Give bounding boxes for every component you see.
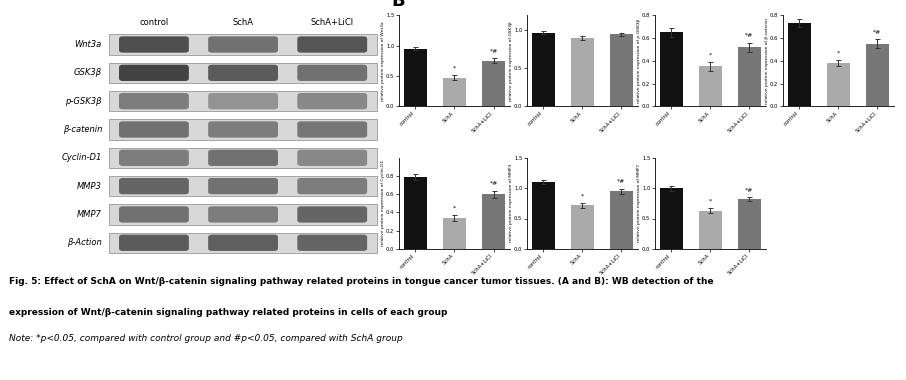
- FancyBboxPatch shape: [297, 178, 367, 194]
- FancyBboxPatch shape: [119, 65, 188, 81]
- Bar: [443, 218, 467, 249]
- FancyBboxPatch shape: [110, 34, 377, 55]
- FancyBboxPatch shape: [110, 147, 377, 168]
- Bar: [826, 63, 850, 106]
- Bar: [571, 38, 594, 106]
- Text: β-catenin: β-catenin: [63, 125, 101, 134]
- FancyBboxPatch shape: [208, 178, 278, 194]
- Text: β-Action: β-Action: [67, 238, 101, 247]
- Text: SchA+LiCl: SchA+LiCl: [311, 18, 353, 27]
- FancyBboxPatch shape: [297, 65, 367, 81]
- Text: expression of Wnt/β-catenin signaling pathway related proteins in cells of each : expression of Wnt/β-catenin signaling pa…: [9, 308, 448, 317]
- Bar: [866, 44, 889, 106]
- FancyBboxPatch shape: [119, 234, 188, 251]
- Text: *: *: [453, 205, 456, 210]
- Bar: [699, 211, 722, 249]
- FancyBboxPatch shape: [297, 93, 367, 109]
- Text: SchA: SchA: [233, 18, 254, 27]
- Bar: [787, 23, 811, 106]
- FancyBboxPatch shape: [110, 233, 377, 253]
- Text: *: *: [708, 199, 712, 204]
- FancyBboxPatch shape: [297, 36, 367, 53]
- Y-axis label: relative protein expression of β-catenin: relative protein expression of β-catenin: [765, 18, 768, 104]
- Bar: [482, 194, 506, 249]
- Text: Note: *p<0.05, compared with control group and #p<0.05, compared with SchA group: Note: *p<0.05, compared with control gro…: [9, 334, 403, 344]
- Text: *#: *#: [746, 188, 754, 193]
- Text: *: *: [453, 66, 456, 71]
- Bar: [660, 188, 683, 249]
- Text: *#: *#: [489, 181, 497, 186]
- Text: *#: *#: [873, 30, 882, 35]
- FancyBboxPatch shape: [297, 206, 367, 223]
- Bar: [610, 191, 633, 249]
- FancyBboxPatch shape: [208, 65, 278, 81]
- Y-axis label: relative protein expression of MMP7: relative protein expression of MMP7: [637, 164, 641, 242]
- Bar: [404, 49, 427, 106]
- FancyBboxPatch shape: [119, 178, 188, 194]
- Bar: [610, 34, 633, 106]
- Bar: [737, 199, 761, 249]
- Y-axis label: relative protein expression of MMP3: relative protein expression of MMP3: [508, 164, 513, 242]
- FancyBboxPatch shape: [297, 121, 367, 138]
- Text: Wnt3a: Wnt3a: [74, 40, 101, 49]
- Bar: [443, 78, 467, 106]
- Text: *: *: [708, 52, 712, 57]
- Bar: [571, 205, 594, 249]
- Text: *#: *#: [746, 33, 754, 38]
- Text: *: *: [837, 50, 840, 55]
- FancyBboxPatch shape: [297, 234, 367, 251]
- FancyBboxPatch shape: [297, 150, 367, 166]
- Text: Cyclin-D1: Cyclin-D1: [62, 153, 101, 162]
- Bar: [660, 32, 683, 106]
- Bar: [737, 47, 761, 106]
- Bar: [482, 61, 506, 106]
- Text: B: B: [391, 0, 405, 10]
- Text: Fig. 5: Effect of SchA on Wnt/β-catenin signaling pathway related proteins in to: Fig. 5: Effect of SchA on Wnt/β-catenin …: [9, 277, 714, 287]
- FancyBboxPatch shape: [119, 36, 188, 53]
- Y-axis label: relative protein expression of GSK3β: relative protein expression of GSK3β: [508, 21, 513, 101]
- FancyBboxPatch shape: [119, 121, 188, 138]
- Bar: [532, 182, 555, 249]
- Text: *#: *#: [617, 179, 626, 184]
- FancyBboxPatch shape: [208, 36, 278, 53]
- Text: *#: *#: [489, 49, 497, 54]
- FancyBboxPatch shape: [110, 204, 377, 225]
- FancyBboxPatch shape: [208, 93, 278, 109]
- FancyBboxPatch shape: [208, 121, 278, 138]
- Text: A: A: [0, 0, 8, 1]
- FancyBboxPatch shape: [208, 150, 278, 166]
- Bar: [699, 66, 722, 106]
- FancyBboxPatch shape: [119, 206, 188, 223]
- Text: MMP7: MMP7: [77, 210, 101, 219]
- Text: MMP3: MMP3: [77, 182, 101, 191]
- FancyBboxPatch shape: [110, 63, 377, 83]
- FancyBboxPatch shape: [208, 206, 278, 223]
- FancyBboxPatch shape: [110, 91, 377, 111]
- Text: p-GSK3β: p-GSK3β: [65, 97, 101, 106]
- Bar: [404, 177, 427, 249]
- FancyBboxPatch shape: [119, 93, 188, 109]
- Text: control: control: [140, 18, 169, 27]
- FancyBboxPatch shape: [110, 119, 377, 140]
- Text: *: *: [581, 193, 584, 198]
- FancyBboxPatch shape: [110, 176, 377, 196]
- Bar: [532, 33, 555, 106]
- Y-axis label: relative protein expression of p-GSK3β: relative protein expression of p-GSK3β: [637, 19, 641, 103]
- Y-axis label: relative protein expression of Cyclin-D1: relative protein expression of Cyclin-D1: [381, 160, 385, 246]
- FancyBboxPatch shape: [208, 234, 278, 251]
- Text: GSK3β: GSK3β: [73, 68, 101, 78]
- Y-axis label: relative protein expression of Wnt3a: relative protein expression of Wnt3a: [381, 21, 385, 101]
- FancyBboxPatch shape: [119, 150, 188, 166]
